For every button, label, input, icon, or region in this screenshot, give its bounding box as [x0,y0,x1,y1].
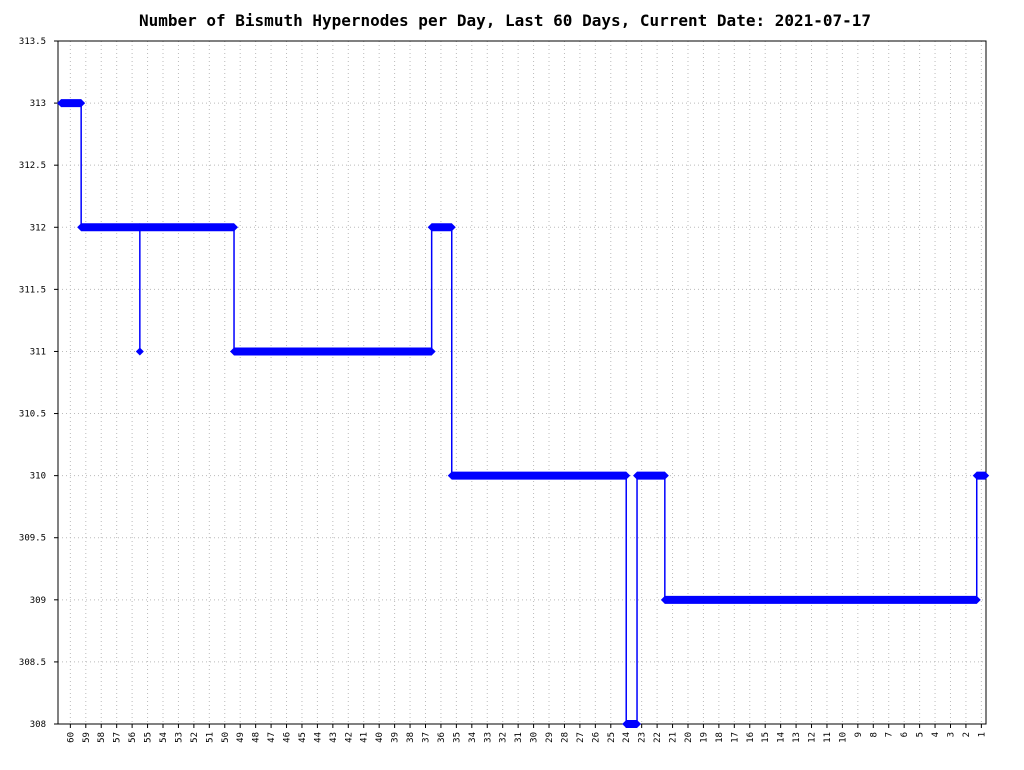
x-tick-label: 22 [653,732,663,743]
x-tick-label: 24 [622,732,632,743]
x-tick-label: 37 [421,732,431,743]
x-tick-label: 43 [329,732,339,743]
x-tick-label: 2 [962,732,972,737]
x-tick-label: 53 [174,732,184,743]
y-tick-label: 310.5 [19,410,46,420]
x-tick-label: 34 [468,732,478,743]
x-tick-label: 28 [560,732,570,743]
point [622,720,631,728]
point [447,471,456,480]
x-tick-label: 52 [190,732,200,743]
x-tick-label: 26 [591,732,601,743]
point [633,471,642,480]
x-tick-label: 13 [792,732,802,743]
x-tick-label: 4 [931,732,941,737]
x-tick-label: 42 [344,732,354,743]
y-tick-label: 311 [30,347,46,357]
plot-frame [57,40,987,725]
x-tick-label: 38 [406,732,416,743]
x-tick-label: 36 [437,732,447,743]
x-tick-label: 56 [128,732,138,743]
x-tick-label: 44 [313,732,323,743]
x-tick-label: 48 [252,732,262,743]
x-tick-label: 27 [576,732,586,743]
y-tick-label: 309 [30,596,46,606]
x-tick-label: 15 [761,732,771,743]
x-tick-label: 57 [113,732,123,743]
x-tick-label: 33 [483,732,493,743]
y-tick-label: 312 [30,223,46,233]
x-tick-label: 29 [545,732,555,743]
y-tick-label: 311.5 [19,285,46,295]
y-tick-label: 308.5 [19,658,46,668]
x-tick-label: 40 [375,732,385,743]
x-tick-label: 3 [946,732,956,737]
point [633,720,642,728]
x-tick-label: 35 [452,732,462,743]
point [427,347,436,356]
y-tick-label: 313 [30,99,46,109]
x-tick-label: 5 [916,732,926,737]
x-tick-label: 11 [823,732,833,743]
point [660,595,669,604]
x-tick-label: 50 [221,732,231,743]
y-tick-label: 308 [30,720,46,730]
point [135,347,144,356]
x-tick-label: 39 [391,732,401,743]
x-tick-label: 45 [298,732,308,743]
point [660,471,669,480]
point [230,347,239,356]
x-tick-label: 17 [730,732,740,743]
x-tick-label: 1 [977,732,987,737]
x-tick-label: 25 [607,732,617,743]
point [427,223,436,232]
x-tick-label: 54 [159,732,169,743]
x-tick-label: 32 [499,732,509,743]
x-tick-label: 18 [715,732,725,743]
x-tick-label: 49 [236,732,246,743]
x-tick-label: 60 [66,732,76,743]
x-tick-label: 51 [205,732,215,743]
point [77,99,86,108]
y-tick-label: 312.5 [19,161,46,171]
point [230,223,239,232]
x-tick-label: 16 [746,732,756,743]
y-tick-label: 313.5 [19,37,46,47]
x-tick-label: 7 [885,732,895,737]
point [622,471,631,480]
point [77,223,86,232]
point [135,223,144,232]
x-tick-label: 59 [82,732,92,743]
x-tick-label: 10 [838,732,848,743]
point [981,471,990,480]
chart-title: Number of Bismuth Hypernodes per Day, La… [139,11,871,30]
x-tick-label: 19 [699,732,709,743]
x-tick-label: 9 [854,732,864,737]
x-tick-label: 14 [777,732,787,743]
x-tick-label: 41 [360,732,370,743]
y-tick-label: 310 [30,472,46,482]
x-tick-label: 31 [514,732,524,743]
x-tick-label: 20 [684,732,694,743]
x-tick-label: 55 [144,732,154,743]
point [447,223,456,232]
point [57,99,66,108]
x-tick-label: 6 [900,732,910,737]
x-tick-label: 47 [267,732,277,743]
x-tick-label: 8 [869,732,879,737]
point [972,471,981,480]
x-tick-label: 58 [97,732,107,743]
x-tick-label: 30 [530,732,540,743]
point [972,595,981,604]
x-tick-label: 21 [669,732,679,743]
x-tick-label: 12 [808,732,818,743]
x-tick-label: 23 [638,732,648,743]
x-tick-label: 46 [283,732,293,743]
y-tick-label: 309.5 [19,534,46,544]
